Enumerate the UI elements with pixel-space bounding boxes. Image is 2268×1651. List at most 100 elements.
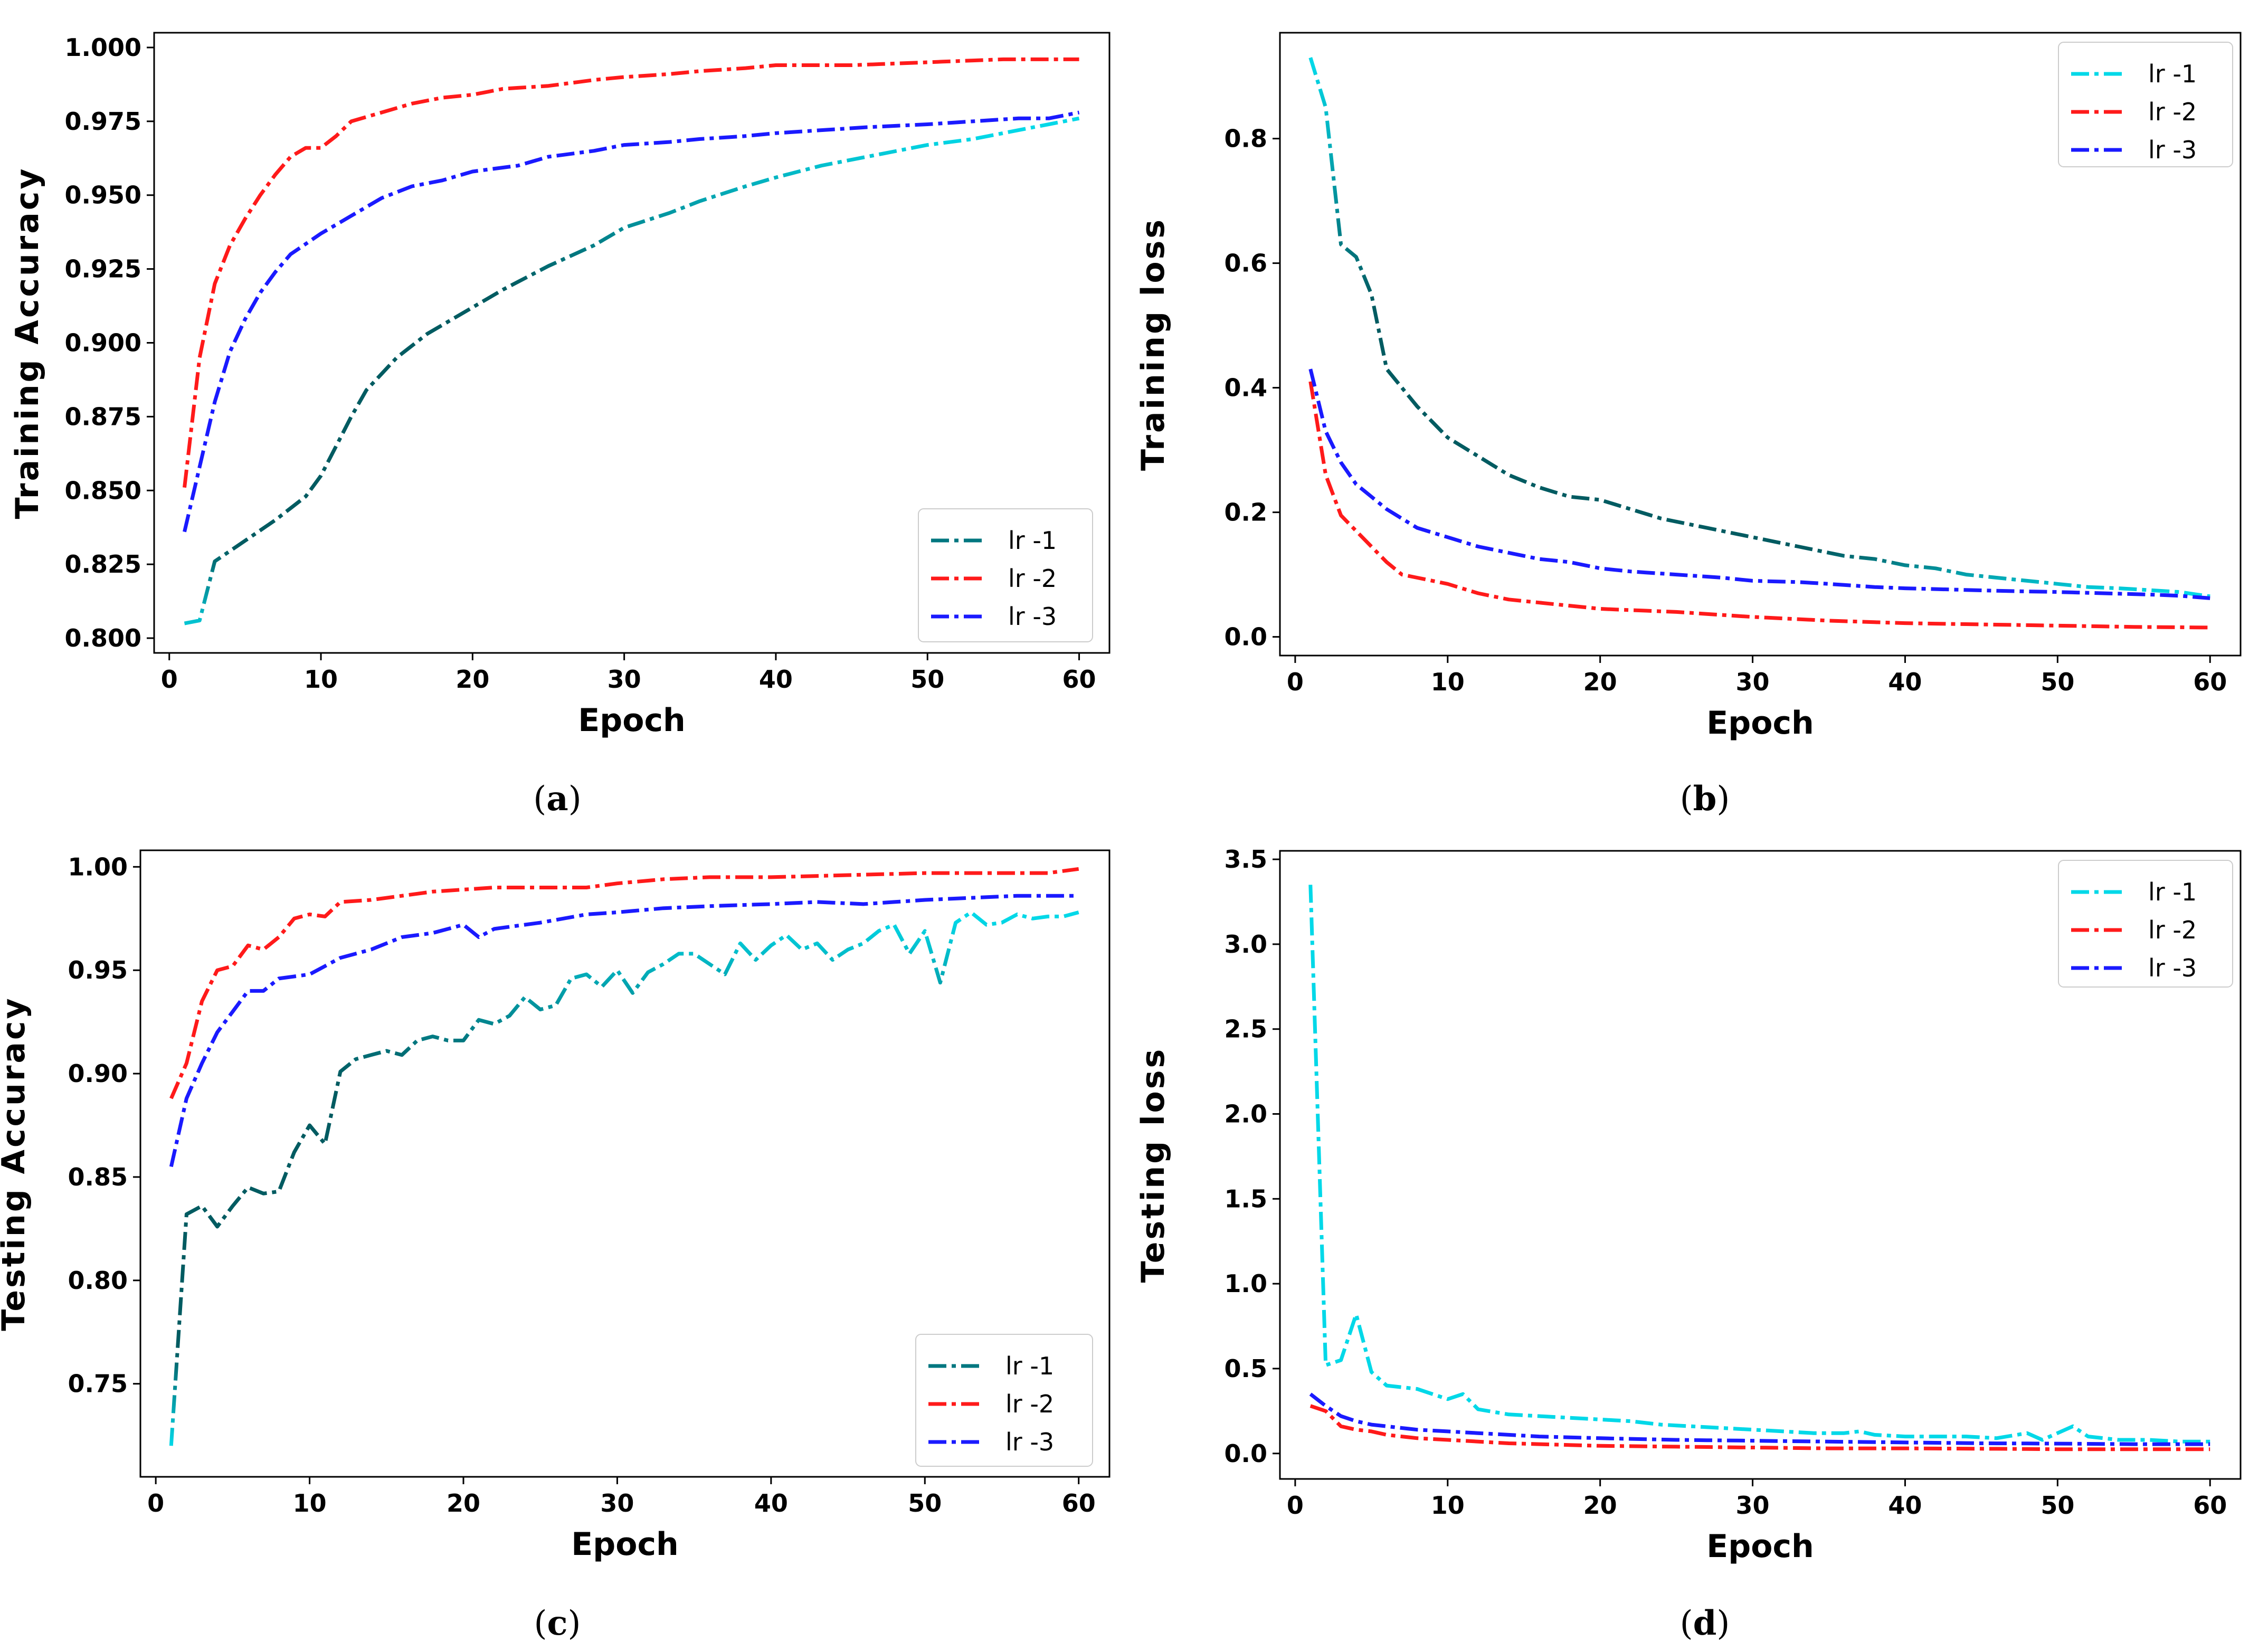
legend-label: lr -1 <box>2148 60 2197 88</box>
y-tick-label: 0.0 <box>1225 623 1268 651</box>
y-tick-label: 0.950 <box>64 181 141 210</box>
caption-letter-d: d <box>1693 1603 1717 1643</box>
panel-c: 0 10 20 30 40 50 60 0.75 0.80 0.85 0.90 0.95 1.00 Epo… <box>0 849 1111 1643</box>
x-tick-label: 10 <box>1431 668 1465 696</box>
caption-c: (c) <box>534 1603 581 1643</box>
y-tick-label: 1.00 <box>68 852 128 881</box>
panel-a: 0 10 20 30 40 50 60 0.800 0.825 0.850 0.875 0.900 0.… <box>9 32 1111 819</box>
legend-label: lr -3 <box>2148 954 2197 982</box>
caption-d: (d) <box>1680 1603 1730 1643</box>
x-tick-label: 60 <box>1062 1489 1096 1517</box>
y-tick-label: 1.000 <box>64 33 141 62</box>
y-tick-label: 2.5 <box>1225 1015 1268 1043</box>
y-tick-label: 0.90 <box>68 1059 128 1088</box>
y-axis-label: Training loss <box>1135 217 1172 471</box>
legend-label: lr -2 <box>2148 916 2197 944</box>
x-tick-label: 30 <box>608 665 641 694</box>
caption-b: (b) <box>1680 779 1730 819</box>
panel-d: 0 10 20 30 40 50 60 0.0 0.5 1.0 1.5 2.0 2.5 3.0 3.5 Epo… <box>1135 845 2242 1643</box>
series-line-lr-2 <box>169 867 1079 1099</box>
series-line-lr-2 <box>183 57 1079 488</box>
y-tick-label: 0.85 <box>68 1163 128 1191</box>
x-tick-label: 40 <box>754 1489 788 1517</box>
y-tick-label: 1.0 <box>1225 1269 1268 1298</box>
legend-box <box>915 1334 1093 1467</box>
legend: lr -1 lr -2 lr -3 <box>915 1334 1093 1467</box>
y-tick-label: 0.6 <box>1225 249 1268 278</box>
legend-label: lr -3 <box>2148 136 2197 164</box>
x-tick-label: 20 <box>456 665 489 694</box>
y-tick-label: 0.75 <box>68 1370 128 1398</box>
x-axis-label: Epoch <box>571 1526 678 1563</box>
x-axis-label: Epoch <box>578 702 685 739</box>
series-line-lr-3 <box>169 894 1079 1168</box>
x-tick-label: 30 <box>1736 668 1770 696</box>
legend-label: lr -1 <box>2148 878 2197 906</box>
y-tick-label: 0.95 <box>68 956 128 984</box>
x-tick-label: 30 <box>600 1489 634 1517</box>
y-tick-label: 0.80 <box>68 1266 128 1295</box>
legend: lr -1 lr -2 lr -3 <box>2058 860 2233 988</box>
x-tick-label: 50 <box>910 665 944 694</box>
legend-box <box>918 508 1093 642</box>
legend: lr -1 lr -2 lr -3 <box>2058 42 2233 167</box>
series-line-lr-1 <box>1308 885 2210 1444</box>
series-line-lr-3 <box>1308 368 2210 600</box>
axes-frame <box>139 849 1111 1478</box>
y-tick-label: 0.8 <box>1225 125 1268 153</box>
x-tick-label: 40 <box>759 665 793 694</box>
panel-b: 0 10 20 30 40 50 60 0.0 0.2 0.4 0.6 0.8 Epoch Trainin… <box>1135 32 2242 819</box>
y-tick-label: 0.825 <box>64 550 141 578</box>
x-tick-label: 50 <box>2041 668 2074 696</box>
caption-letter-a: a <box>546 779 568 819</box>
x-tick-label: 0 <box>147 1489 164 1517</box>
x-tick-label: 10 <box>304 665 338 694</box>
y-tick-label: 0.975 <box>64 107 141 136</box>
x-tick-label: 60 <box>2193 668 2227 696</box>
axes-frame <box>1279 850 2242 1480</box>
y-axis-label: Testing loss <box>1135 1047 1172 1283</box>
x-tick-label: 20 <box>1583 1491 1617 1520</box>
legend-label: lr -1 <box>1008 526 1057 555</box>
axes-frame <box>1279 32 2242 657</box>
series-line-lr-3 <box>1309 1392 2210 1446</box>
x-tick-label: 10 <box>293 1489 327 1517</box>
x-tick-label: 40 <box>1888 1491 1922 1520</box>
x-tick-label: 0 <box>161 665 178 694</box>
x-tick-label: 50 <box>2041 1491 2074 1520</box>
plot-area-d: 0 10 20 30 40 50 60 0.0 0.5 1.0 1.5 2.0 2.5 3.0 3.5 Epo… <box>1135 845 2242 1565</box>
x-tick-label: 60 <box>2193 1491 2227 1520</box>
legend-box <box>2058 42 2233 167</box>
x-tick-label: 30 <box>1736 1491 1770 1520</box>
y-tick-label: 2.0 <box>1225 1100 1268 1128</box>
legend-label: lr -2 <box>1008 564 1057 593</box>
caption-letter-c: c <box>547 1603 568 1643</box>
plot-area-c: 0 10 20 30 40 50 60 0.75 0.80 0.85 0.90 0.95 1.00 Epo… <box>0 849 1111 1563</box>
caption-a: (a) <box>533 779 581 819</box>
legend-label: lr -1 <box>1005 1352 1054 1380</box>
series-line-lr-1 <box>169 910 1079 1446</box>
plot-area-a: 0 10 20 30 40 50 60 0.800 0.825 0.850 0.875 0.900 0.… <box>9 32 1111 739</box>
x-tick-label: 0 <box>1287 1491 1304 1520</box>
y-tick-label: 0.925 <box>64 255 141 283</box>
y-tick-label: 3.0 <box>1225 930 1268 959</box>
series-line-lr-1 <box>1308 57 2210 599</box>
y-tick-label: 0.875 <box>64 402 141 431</box>
y-axis-label: Testing Accuracy <box>0 996 32 1331</box>
x-tick-label: 60 <box>1062 665 1096 694</box>
series-line-lr-2 <box>1309 1404 2210 1451</box>
legend: lr -1 lr -2 lr -3 <box>918 508 1093 642</box>
series-line-lr-3 <box>183 110 1080 533</box>
legend-label: lr -3 <box>1008 602 1057 631</box>
x-axis-label: Epoch <box>1706 705 1814 742</box>
plot-area-b: 0 10 20 30 40 50 60 0.0 0.2 0.4 0.6 0.8 Epoch Trainin… <box>1135 32 2242 742</box>
y-tick-label: 0.800 <box>64 624 141 652</box>
y-tick-label: 0.4 <box>1225 374 1268 402</box>
x-axis-label: Epoch <box>1706 1528 1814 1565</box>
legend-box <box>2058 860 2233 988</box>
y-tick-label: 3.5 <box>1225 845 1268 874</box>
legend-label: lr -2 <box>2148 98 2197 126</box>
y-tick-label: 0.5 <box>1225 1354 1268 1383</box>
x-tick-label: 10 <box>1431 1491 1465 1520</box>
